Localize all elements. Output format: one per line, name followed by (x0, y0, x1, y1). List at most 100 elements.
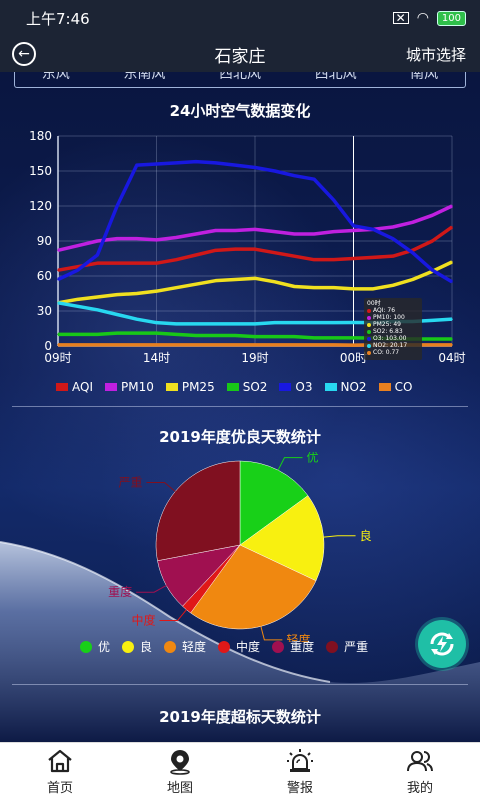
pie-label-line (136, 585, 167, 593)
data-point-pm25 (254, 277, 256, 280)
x-tick-label: 09时 (44, 351, 71, 365)
data-point-aqi (155, 262, 158, 264)
data-point-aqi (234, 248, 237, 250)
legend-item-moderate[interactable]: 中度 (218, 638, 260, 655)
data-point-so2 (431, 338, 434, 340)
pie-label-line (277, 457, 303, 471)
data-point-no2 (155, 321, 158, 324)
data-point-no2 (333, 321, 335, 324)
legend-item-good[interactable]: 良 (122, 638, 152, 655)
data-point-aqi (313, 258, 315, 261)
nav-item-alert[interactable]: 警报 (260, 747, 340, 796)
data-point-aqi (76, 265, 79, 268)
legend-item-co[interactable]: CO (378, 380, 412, 394)
legend-item-heavy[interactable]: 重度 (272, 638, 314, 655)
city-select-button[interactable]: 城市选择 (405, 45, 466, 64)
data-point-aqi (136, 262, 138, 264)
data-point-o3 (431, 269, 434, 271)
y-tick-label: 150 (29, 164, 52, 178)
data-point-no2 (234, 323, 237, 325)
data-point-so2 (234, 334, 237, 337)
pie-slice-2 (190, 544, 317, 630)
data-point-o3 (214, 162, 217, 164)
data-point-so2 (116, 332, 118, 334)
data-point-aqi (195, 254, 197, 256)
alarm-icon (287, 749, 313, 772)
exceed-days-title: 2019年度超标天数统计 (159, 708, 321, 726)
data-point-pm10 (214, 229, 217, 232)
data-point-no2 (352, 321, 355, 324)
data-point-so2 (76, 333, 79, 336)
data-point-pm25 (293, 285, 296, 288)
data-point-co (136, 344, 138, 346)
data-point-o3 (76, 269, 79, 271)
nav-item-profile[interactable]: 我的 (380, 747, 460, 796)
data-point-pm10 (96, 240, 99, 242)
wifi-icon: ◠ (416, 10, 429, 26)
data-point-no2 (136, 318, 138, 320)
legend-item-excellent[interactable]: 优 (80, 638, 110, 655)
back-button[interactable]: ← (12, 42, 36, 66)
good-days-title: 2019年度优良天数统计 (159, 428, 321, 446)
data-point-pm25 (313, 286, 315, 289)
wind-tab[interactable]: 南风 (410, 72, 439, 82)
legend-item-severe[interactable]: 严重 (326, 638, 368, 655)
data-point-pm10 (155, 239, 158, 241)
data-point-co (57, 344, 59, 346)
data-point-aqi (333, 258, 335, 261)
y-tick-label: 30 (37, 304, 52, 318)
data-point-o3 (451, 281, 453, 283)
data-point-co (313, 344, 315, 346)
pie-label-line (260, 626, 283, 641)
nav-item-home[interactable]: 首页 (20, 747, 100, 796)
data-point-pm25 (392, 284, 394, 287)
data-point-co (175, 344, 177, 346)
wind-tab[interactable]: 西北风 (314, 72, 357, 82)
legend-item-pm25[interactable]: PM25 (165, 380, 215, 394)
air-line-chart[interactable]: 0 30 60 90 120 150 180 09时 14时 19时 00时 04时 (0, 126, 480, 426)
data-point-pm10 (175, 236, 177, 239)
legend-item-pm10[interactable]: PM10 (104, 380, 154, 394)
data-point-o3 (313, 178, 315, 180)
legend-item-aqi[interactable]: AQI (56, 380, 93, 394)
data-point-aqi (372, 256, 375, 259)
data-point-pm25 (234, 278, 237, 281)
data-point-o3 (116, 205, 118, 207)
status-bar: 上午7:46 ✕ ◠ 100 (0, 0, 480, 36)
refresh-button[interactable] (418, 620, 466, 668)
refresh-lightning-icon (430, 632, 454, 656)
pie-chart-legend: 优 良 轻度 中度 重度 严重 (80, 638, 380, 655)
mountain-background (0, 541, 480, 742)
data-point-o3 (333, 199, 335, 201)
pie-label-line (323, 535, 356, 538)
wind-tab[interactable]: 东南风 (123, 72, 166, 82)
legend-item-o3[interactable]: O3 (279, 380, 313, 394)
wind-tab[interactable]: 西北风 (218, 72, 261, 82)
data-point-pm10 (136, 237, 138, 240)
data-point-co (214, 344, 217, 346)
main-content[interactable]: 东风 东南风 西北风 西北风 南风 24小时空气数据变化 0 30 60 90 120 1… (0, 72, 480, 742)
data-point-pm10 (411, 221, 414, 224)
pie-label: 重度 (108, 584, 132, 599)
status-icons: ✕ ◠ 100 (392, 10, 466, 26)
wind-tab[interactable]: 东风 (41, 72, 70, 82)
legend-item-no2[interactable]: NO2 (324, 380, 367, 394)
data-point-pm25 (352, 288, 355, 290)
tooltip-row: SO2: 6.83 (367, 328, 419, 335)
data-point-pm25 (175, 286, 177, 289)
nav-item-map[interactable]: 地图 (140, 747, 220, 796)
data-point-no2 (195, 323, 197, 325)
legend-item-so2[interactable]: SO2 (226, 380, 267, 394)
data-point-no2 (214, 323, 217, 325)
data-point-pm25 (214, 279, 217, 282)
data-point-o3 (175, 162, 177, 164)
legend-item-light[interactable]: 轻度 (164, 638, 206, 655)
app-header: ← 石家庄 城市选择 (0, 36, 480, 72)
data-point-so2 (313, 337, 315, 339)
data-point-aqi (175, 258, 177, 261)
chart-tooltip: 00时 AQI: 76 PM10: 100 PM25: 49 SO2: 6.83… (364, 298, 422, 360)
y-tick-label: 60 (37, 269, 52, 283)
y-tick-label: 0 (44, 339, 52, 353)
notification-icon: ✕ (392, 12, 409, 24)
